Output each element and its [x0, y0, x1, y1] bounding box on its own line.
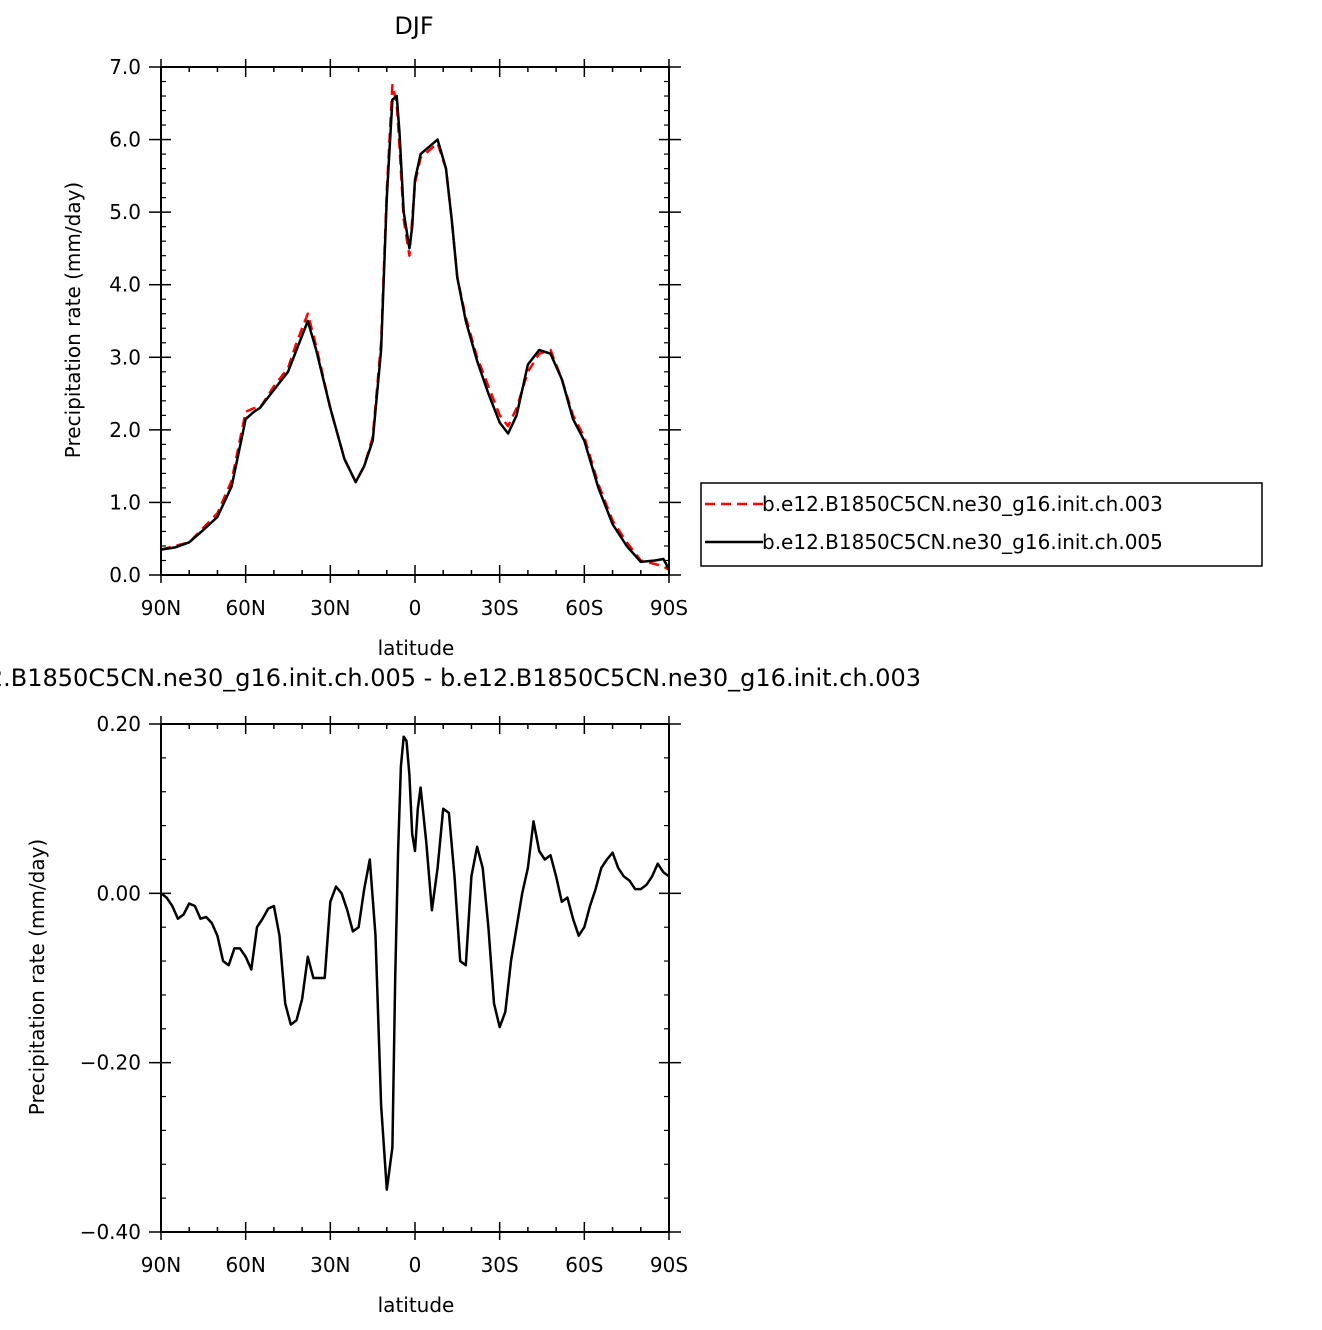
series-line-1-0 — [160, 735, 670, 1191]
y-tick-label-1-2: 0.00 — [96, 881, 141, 905]
bottom-y-axis-label: Precipitation rate (mm/day) — [25, 839, 49, 1115]
y-tick-label-1-1: −0.20 — [80, 1051, 141, 1075]
series-line-0-0 — [160, 83, 670, 571]
y-tick-label-0-2: 2.0 — [109, 418, 141, 442]
plot-frame-0 — [160, 66, 670, 576]
y-tick-label-0-0: 0.0 — [109, 563, 141, 587]
x-tick-label-1-4: 30S — [481, 1253, 519, 1277]
y-tick-label-0-4: 4.0 — [109, 273, 141, 297]
bottom-plot-area: 90N 60N 30N 0 30S 60S 90S −0.40 −0.20 0.00 0.20 — [80, 712, 688, 1277]
bottom-x-axis-label: latitude — [378, 1293, 455, 1317]
y-tick-label-0-1: 1.0 — [109, 490, 141, 514]
x-tick-label-0-0: 90N — [141, 596, 181, 620]
y-tick-label-0-5: 5.0 — [109, 200, 141, 224]
y-tick-label-0-6: 6.0 — [109, 128, 141, 152]
y-tick-label-1-3: 0.20 — [96, 712, 141, 736]
x-tick-label-0-4: 30S — [481, 596, 519, 620]
panel-top: DJF 90N 60N 30N 0 30S 60S 90S 0.0 1.0 2.0 3.0 4.0 5.… — [61, 12, 688, 660]
legend-label-ch005: b.e12.B1850C5CN.ne30_g16.init.ch.005 — [762, 530, 1163, 554]
top-y-axis-label: Precipitation rate (mm/day) — [61, 182, 85, 458]
y-tick-label-0-7: 7.0 — [109, 55, 141, 79]
x-tick-label-1-6: 90S — [650, 1253, 688, 1277]
top-plot-area: 90N 60N 30N 0 30S 60S 90S 0.0 1.0 2.0 3.0 4.0 5.0 6.0… — [109, 55, 688, 620]
legend: b.e12.B1850C5CN.ne30_g16.init.ch.003 b.e… — [700, 482, 1263, 567]
y-tick-label-0-3: 3.0 — [109, 345, 141, 369]
top-x-axis-label: latitude — [378, 636, 455, 660]
x-tick-label-0-6: 90S — [650, 596, 688, 620]
top-title: DJF — [394, 12, 433, 40]
panel-bottom: b.e12.B1850C5CN.ne30_g16.init.ch.005 - b… — [0, 664, 921, 1317]
plot-frame-1 — [160, 723, 670, 1233]
x-tick-label-1-5: 60S — [565, 1253, 603, 1277]
x-tick-label-0-5: 60S — [565, 596, 603, 620]
x-tick-label-0-3: 0 — [409, 596, 422, 620]
x-tick-label-1-3: 0 — [409, 1253, 422, 1277]
y-tick-label-1-0: −0.40 — [80, 1220, 141, 1244]
legend-label-ch003: b.e12.B1850C5CN.ne30_g16.init.ch.003 — [762, 492, 1163, 516]
series-line-0-1 — [160, 94, 671, 570]
x-tick-label-0-2: 30N — [310, 596, 350, 620]
x-tick-label-1-0: 90N — [141, 1253, 181, 1277]
x-tick-label-1-1: 60N — [225, 1253, 265, 1277]
x-tick-label-1-2: 30N — [310, 1253, 350, 1277]
bottom-title: b.e12.B1850C5CN.ne30_g16.init.ch.005 - b… — [0, 664, 921, 692]
x-tick-label-0-1: 60N — [225, 596, 265, 620]
legend-box — [700, 482, 1263, 567]
